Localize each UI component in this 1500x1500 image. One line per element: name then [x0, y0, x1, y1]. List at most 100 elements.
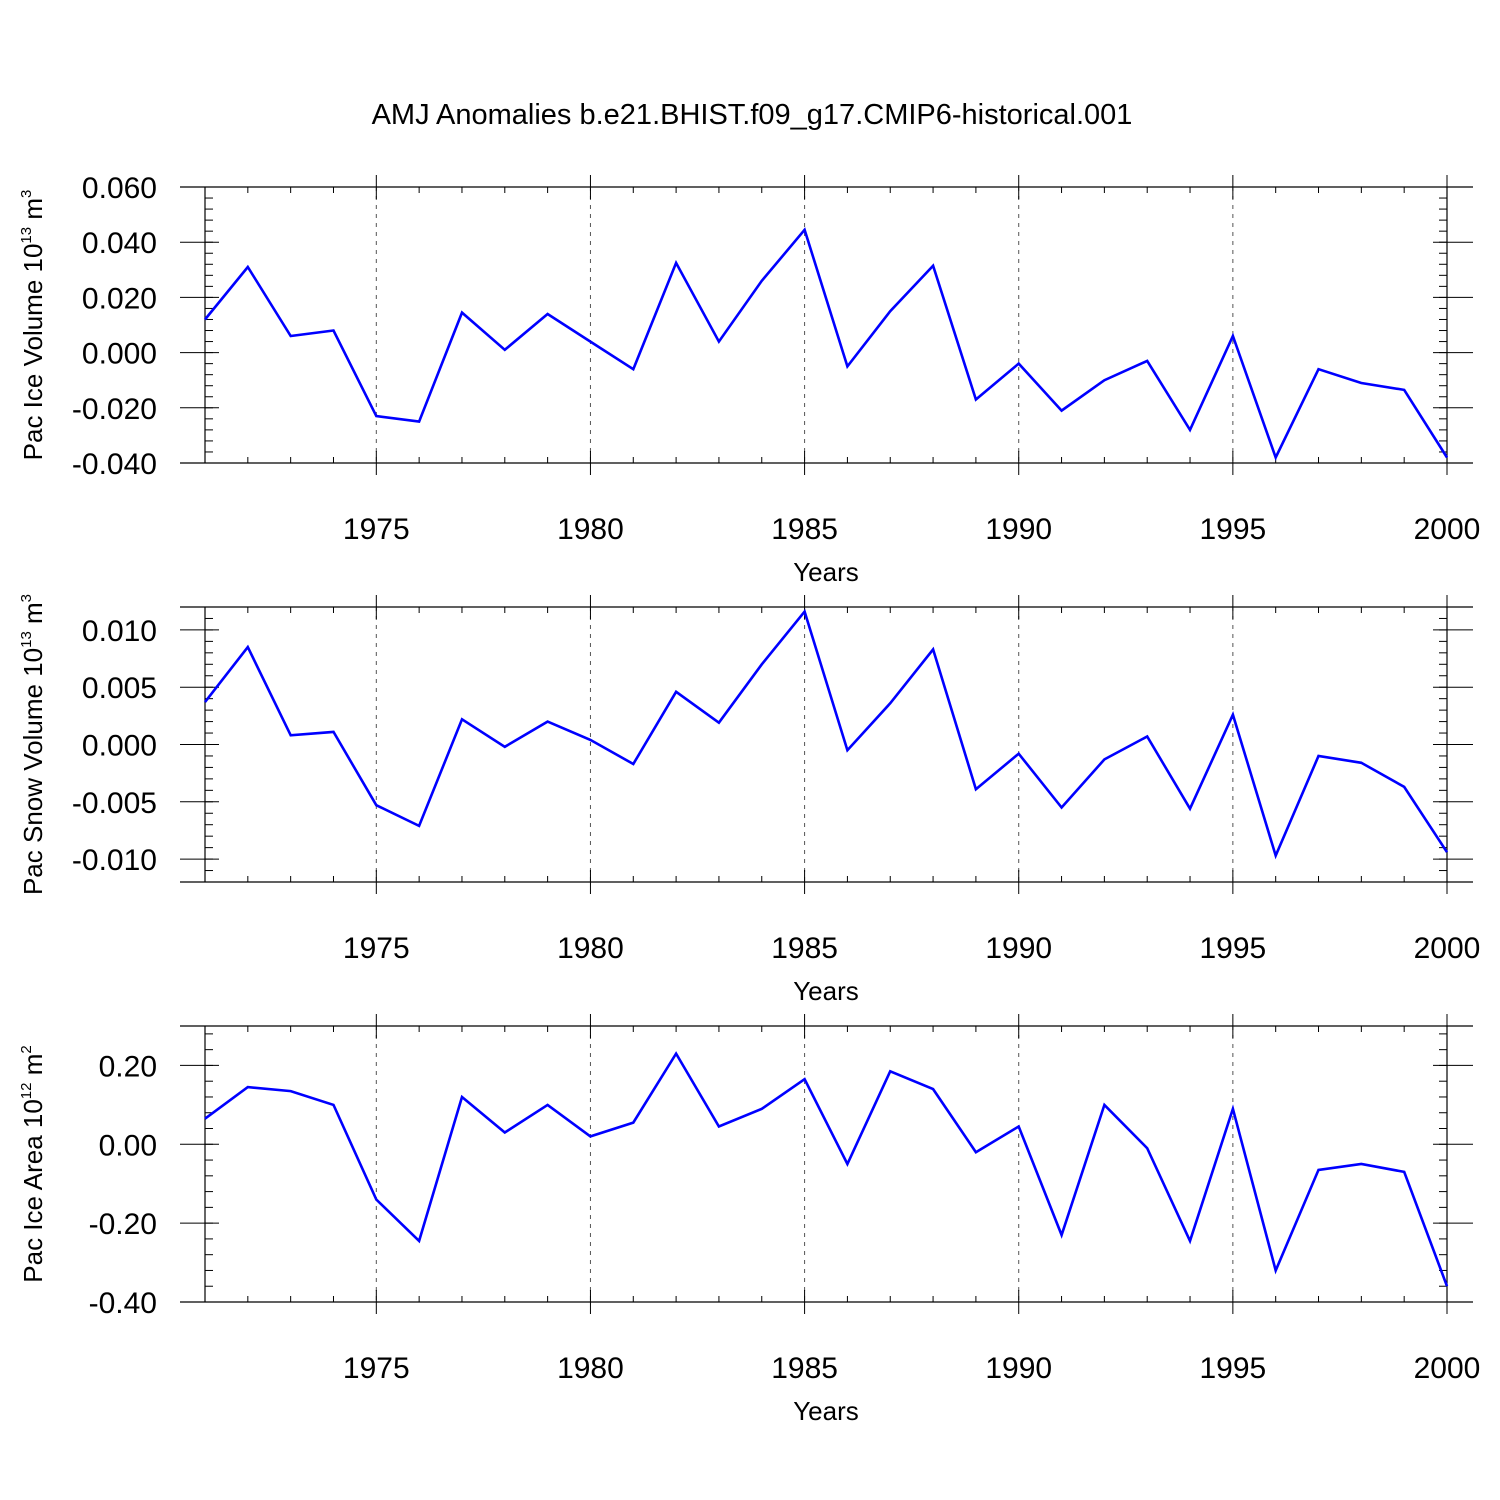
data-point — [1359, 381, 1363, 385]
x-tick-label: 1980 — [557, 513, 624, 546]
data-point — [760, 279, 764, 283]
x-tick-label: 2000 — [1414, 1352, 1481, 1385]
x-tick-label: 1995 — [1199, 513, 1266, 546]
data-point — [931, 264, 935, 268]
data-point — [674, 261, 678, 265]
data-point — [1402, 1170, 1406, 1174]
data-point — [717, 721, 721, 725]
data-point — [1017, 752, 1021, 756]
x-tick-label: 1980 — [557, 1352, 624, 1385]
data-point — [374, 803, 378, 807]
data-point — [1060, 1233, 1064, 1237]
data-point — [546, 720, 550, 724]
data-point — [1359, 761, 1363, 765]
data-point — [1231, 1107, 1235, 1111]
data-point — [289, 1089, 293, 1093]
series-line — [204, 1051, 1449, 1287]
x-tick-label: 1975 — [343, 1352, 410, 1385]
panel-1: -0.040 -0.020 0.000 0.020 0.040 0.060 1975 1980… — [18, 172, 1480, 587]
data-point — [331, 1103, 335, 1107]
y-tick-label: 0.000 — [82, 338, 157, 371]
data-point — [1402, 785, 1406, 789]
data-point — [1060, 409, 1064, 413]
y-axis-title: Pac Ice Volume 1013 m3 — [18, 190, 48, 461]
x-tick-label: 1985 — [771, 932, 838, 965]
data-point — [1060, 806, 1064, 810]
data-point — [503, 1130, 507, 1134]
data-point — [1445, 455, 1449, 459]
data-point — [1274, 1268, 1278, 1272]
data-point — [931, 1087, 935, 1091]
data-point — [1188, 428, 1192, 432]
panel-2: -0.010 -0.005 0.000 0.005 0.010 1975 1980 1985 1… — [18, 594, 1480, 1006]
data-point — [631, 762, 635, 766]
data-point — [1188, 1239, 1192, 1243]
data-point — [631, 1121, 635, 1125]
data-point — [417, 824, 421, 828]
data-point — [246, 645, 250, 649]
data-point — [845, 1162, 849, 1166]
x-tick-label: 1990 — [985, 1352, 1052, 1385]
data-point — [460, 311, 464, 315]
data-point — [803, 228, 807, 232]
x-tick-label: 1980 — [557, 932, 624, 965]
data-point — [803, 1077, 807, 1081]
x-tick-label: 1995 — [1199, 1352, 1266, 1385]
data-point — [546, 312, 550, 316]
data-point — [1102, 1103, 1106, 1107]
data-point — [760, 662, 764, 666]
data-point — [1145, 1146, 1149, 1150]
x-tick-label: 1995 — [1199, 932, 1266, 965]
data-point — [588, 738, 592, 742]
data-point — [931, 647, 935, 651]
x-tick-label: 1975 — [343, 513, 410, 546]
data-point — [674, 1052, 678, 1056]
data-point — [1317, 754, 1321, 758]
data-point — [460, 1095, 464, 1099]
panel-3: -0.40 -0.20 0.00 0.20 1975 1980 1985 1990 1995 20… — [18, 1014, 1480, 1426]
data-point — [203, 700, 207, 704]
y-tick-label: -0.020 — [72, 393, 157, 426]
y-tick-label: 0.010 — [82, 615, 157, 648]
data-point — [1231, 713, 1235, 717]
data-point — [289, 334, 293, 338]
data-point — [331, 730, 335, 734]
data-point — [1017, 1125, 1021, 1129]
data-point — [503, 348, 507, 352]
data-point — [888, 309, 892, 313]
y-tick-label: -0.040 — [72, 448, 157, 481]
data-point — [974, 398, 978, 402]
data-point — [1231, 334, 1235, 338]
data-point — [674, 690, 678, 694]
data-point — [1445, 850, 1449, 854]
data-point — [1402, 388, 1406, 392]
data-point — [1145, 734, 1149, 738]
y-tick-label: -0.20 — [89, 1208, 157, 1241]
x-axis-title: Years — [793, 557, 859, 587]
data-point — [845, 748, 849, 752]
y-tick-label: 0.040 — [82, 227, 157, 260]
data-point — [717, 1125, 721, 1129]
data-point — [845, 364, 849, 368]
y-tick-label: 0.060 — [82, 172, 157, 205]
data-point — [1317, 367, 1321, 371]
data-point — [460, 717, 464, 721]
x-tick-label: 1985 — [771, 513, 838, 546]
data-point — [803, 610, 807, 614]
y-tick-label: 0.020 — [82, 282, 157, 315]
data-point — [374, 1197, 378, 1201]
data-point — [1274, 854, 1278, 858]
data-point — [1445, 1284, 1449, 1288]
data-point — [203, 317, 207, 321]
series-line — [203, 608, 1449, 860]
chart-title: AMJ Anomalies b.e21.BHIST.f09_g17.CMIP6-… — [372, 99, 1133, 131]
data-point — [1017, 362, 1021, 366]
y-tick-label: -0.010 — [72, 844, 157, 877]
data-point — [717, 340, 721, 344]
data-point — [246, 265, 250, 269]
y-tick-label: 0.000 — [82, 730, 157, 763]
data-point — [1188, 807, 1192, 811]
x-tick-label: 2000 — [1414, 932, 1481, 965]
x-tick-label: 1990 — [985, 932, 1052, 965]
